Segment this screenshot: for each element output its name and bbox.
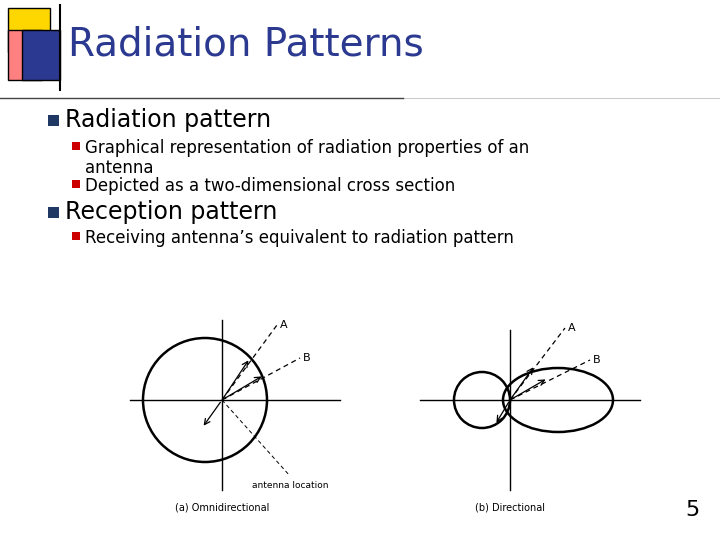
Bar [72,180,80,188]
FancyBboxPatch shape [8,30,42,80]
Text: (a) Omnidirectional: (a) Omnidirectional [175,503,269,513]
Text: B: B [593,355,600,365]
Text: Radiation pattern: Radiation pattern [65,108,271,132]
Text: Reception pattern: Reception pattern [65,200,277,224]
Bar [48,207,59,218]
Bar [72,142,80,150]
Text: antenna location: antenna location [252,481,328,490]
Text: Receiving antenna’s equivalent to radiation pattern: Receiving antenna’s equivalent to radiat… [85,229,514,247]
Text: Graphical representation of radiation properties of an: Graphical representation of radiation pr… [85,139,529,157]
Text: A: A [568,323,575,333]
Text: A: A [280,320,287,330]
Text: (b) Directional: (b) Directional [475,503,545,513]
Text: Depicted as a two-dimensional cross section: Depicted as a two-dimensional cross sect… [85,177,455,195]
Bar [72,232,80,240]
FancyBboxPatch shape [22,30,60,80]
Bar [48,115,59,126]
Text: B: B [303,353,310,363]
Text: 5: 5 [685,500,700,520]
FancyBboxPatch shape [8,8,50,52]
Text: Radiation Patterns: Radiation Patterns [68,26,424,64]
Text: antenna: antenna [85,159,153,177]
